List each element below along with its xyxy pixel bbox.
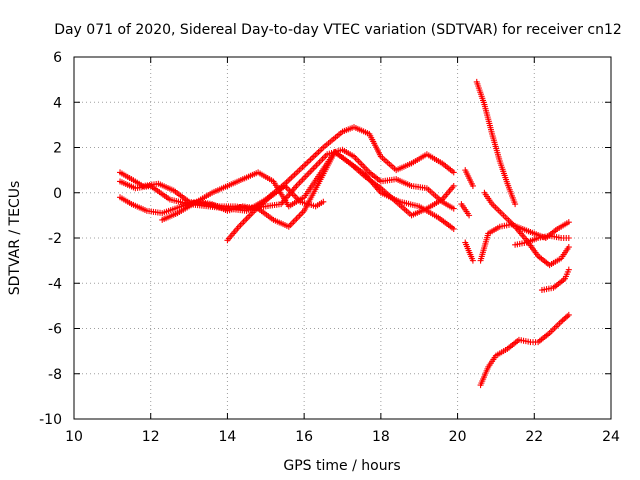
data-point-marker bbox=[466, 212, 473, 219]
data-point-marker bbox=[469, 182, 476, 189]
chart-title: Day 071 of 2020, Sidereal Day-to-day VTE… bbox=[54, 22, 622, 38]
data-point-marker bbox=[564, 313, 571, 320]
series-arc-5 bbox=[224, 182, 327, 244]
x-tick-label: 22 bbox=[525, 429, 543, 445]
series-arc-7 bbox=[462, 167, 476, 189]
y-tick-label: 4 bbox=[53, 95, 62, 111]
data-point-marker bbox=[565, 266, 572, 273]
series-arc-13 bbox=[538, 266, 572, 294]
data-point-marker bbox=[450, 205, 457, 212]
y-tick-label: -2 bbox=[48, 231, 62, 247]
series-arc-8 bbox=[458, 201, 473, 219]
x-axis-label: GPS time / hours bbox=[283, 458, 400, 474]
data-point-marker bbox=[559, 317, 566, 324]
data-point-marker bbox=[565, 219, 572, 226]
data-point-marker bbox=[562, 314, 569, 321]
y-tick-label: -10 bbox=[39, 412, 62, 428]
x-tick-label: 10 bbox=[65, 429, 83, 445]
x-tick-label: 20 bbox=[449, 429, 467, 445]
y-tick-label: 6 bbox=[53, 50, 62, 66]
data-point-marker bbox=[320, 198, 327, 205]
data-point-marker bbox=[450, 182, 457, 189]
x-tick-label: 18 bbox=[372, 429, 390, 445]
data-point-marker bbox=[565, 311, 572, 318]
series-arc-6 bbox=[473, 78, 519, 208]
y-tick-label: -6 bbox=[48, 322, 62, 338]
grid bbox=[74, 57, 611, 419]
data-series bbox=[117, 78, 572, 389]
data-point-marker bbox=[565, 235, 572, 241]
x-tick-label: 14 bbox=[219, 429, 237, 445]
series-arc-11 bbox=[481, 189, 572, 269]
data-point-marker bbox=[565, 244, 572, 251]
series-arc-14 bbox=[477, 311, 572, 389]
series-arc-9 bbox=[462, 239, 476, 264]
data-point-marker bbox=[469, 257, 476, 264]
x-tick-label: 12 bbox=[142, 429, 160, 445]
y-tick-label: -4 bbox=[48, 276, 62, 292]
series-arc-12 bbox=[512, 232, 572, 248]
data-point-marker bbox=[450, 225, 457, 232]
y-axis-label: SDTVAR / TECUs bbox=[7, 181, 23, 296]
data-point-marker bbox=[561, 315, 568, 322]
data-point-marker bbox=[512, 201, 519, 208]
x-tick-label: 24 bbox=[602, 429, 620, 445]
y-tick-label: 2 bbox=[53, 141, 62, 157]
x-tick-label: 16 bbox=[295, 429, 313, 445]
data-point-marker bbox=[450, 169, 457, 176]
y-tick-label: 0 bbox=[53, 186, 62, 202]
y-tick-label: -8 bbox=[48, 367, 62, 383]
